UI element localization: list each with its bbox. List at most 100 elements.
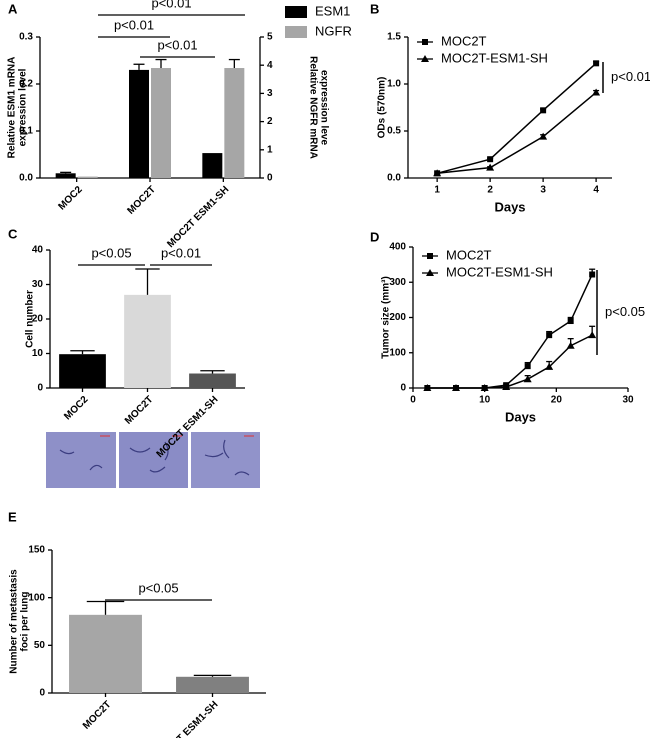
y-tick-label: 0.5: [387, 126, 401, 137]
series-line: [427, 274, 593, 389]
cell-texture: [59, 439, 250, 476]
bar: [224, 68, 245, 178]
bar: [202, 153, 223, 178]
marker: [589, 271, 596, 278]
marker: [593, 60, 600, 67]
micrographs: [46, 432, 260, 488]
marker: [423, 384, 432, 391]
legend-marker: [421, 55, 429, 62]
y-tick-label: 10: [32, 348, 44, 359]
legend-label: MOC2T: [441, 33, 487, 48]
y-tick-label: 0.1: [19, 126, 33, 137]
panel-label: E: [8, 509, 17, 524]
bar: [69, 614, 142, 693]
panel-label: B: [370, 1, 379, 16]
y-tick-label: 1.5: [387, 32, 401, 43]
legend-label: MOC2T-ESM1-SH: [441, 50, 548, 65]
axis-title: expression level: [18, 68, 29, 146]
y-tick-label: 1.0: [387, 79, 401, 90]
x-tick-label: MOC2T: [125, 184, 158, 217]
panel-label: D: [370, 229, 379, 244]
annotation: p<0.05: [605, 304, 645, 319]
y-tick-label: 100: [28, 592, 45, 603]
y-tick-label: 0.0: [387, 173, 401, 184]
axis-title: Relative ESM1 mRNA: [7, 57, 18, 159]
marker: [546, 332, 553, 339]
marker: [433, 169, 442, 177]
legend-marker: [427, 253, 433, 259]
marker: [480, 384, 489, 391]
axis-title: expression leve: [318, 70, 329, 145]
x-tick-label: 20: [551, 395, 563, 406]
x-tick-label: 2: [487, 185, 493, 196]
bar: [77, 176, 98, 178]
legend-swatch: [285, 26, 307, 38]
marker: [487, 156, 494, 163]
x-tick-label: MOC2T: [123, 394, 156, 427]
y-tick-label: 4: [267, 60, 273, 71]
axis-title: Cell number: [25, 290, 36, 348]
y-tick-label: 0.0: [19, 173, 33, 184]
marker: [588, 331, 597, 339]
y-tick-label: 2: [267, 116, 273, 127]
y-tick-label: 3: [267, 88, 273, 99]
marker: [452, 384, 460, 391]
series-line: [427, 334, 593, 389]
x-tick-label: 30: [622, 395, 634, 406]
y-tick-label: 1: [267, 144, 273, 155]
annotation: p<0.05: [91, 245, 131, 260]
bar: [129, 69, 149, 178]
axis-title: Days: [505, 409, 536, 424]
marker: [566, 341, 575, 349]
x-tick-label: MOC2T: [81, 699, 114, 732]
axis-title: Relative NGFR mRNA: [307, 56, 318, 159]
y-tick-label: 150: [28, 545, 45, 556]
y-tick-label: 0: [267, 173, 273, 184]
marker: [539, 132, 548, 140]
micrograph: [119, 432, 188, 488]
y-tick-label: 0.3: [19, 32, 33, 43]
annotation: p<0.01: [151, 0, 191, 10]
legend-swatch: [285, 6, 307, 18]
x-tick-label: 10: [479, 395, 491, 406]
micrograph: [191, 432, 260, 488]
y-tick-label: 100: [389, 347, 406, 358]
axis-title: Tumor size (mm³): [381, 276, 392, 359]
annotation: p<0.01: [157, 37, 197, 52]
x-tick-label: 1: [434, 185, 440, 196]
legend-label: MOC2T: [446, 247, 492, 262]
legend-marker: [422, 39, 428, 45]
bar: [124, 294, 171, 388]
marker: [502, 382, 511, 390]
axis-title: Days: [494, 199, 525, 214]
y-tick-label: 20: [32, 314, 44, 325]
marker: [545, 362, 554, 370]
marker: [523, 375, 532, 383]
x-tick-label: 3: [540, 185, 546, 196]
legend-label: MOC2T-ESM1-SH: [446, 264, 553, 279]
y-tick-label: 0: [400, 383, 406, 394]
annotation: p<0.01: [161, 245, 201, 260]
x-tick-label: 4: [593, 185, 599, 196]
y-tick-label: 0: [39, 688, 45, 699]
annotation: p<0.05: [138, 580, 178, 595]
axis-title: foci per lung: [20, 592, 31, 652]
y-tick-label: 0: [37, 383, 43, 394]
axis-title: Number of metastasis: [9, 569, 20, 674]
x-tick-label: MOC2: [56, 184, 85, 213]
y-tick-label: 30: [32, 279, 44, 290]
annotation: p<0.01: [611, 69, 650, 84]
series-line: [437, 91, 597, 175]
bar: [55, 173, 76, 178]
x-tick-label: MOC2T ESM1-SH: [165, 184, 231, 250]
axis-title: ODs (570nm): [377, 77, 388, 139]
micrograph: [46, 432, 116, 488]
x-tick-label: MOC2T ESM1-SH: [155, 699, 221, 738]
annotation: p<0.01: [114, 17, 154, 32]
marker: [524, 363, 531, 370]
legend-marker: [426, 269, 434, 276]
bar: [151, 68, 171, 178]
bar: [59, 354, 106, 388]
y-tick-label: 300: [389, 277, 406, 288]
